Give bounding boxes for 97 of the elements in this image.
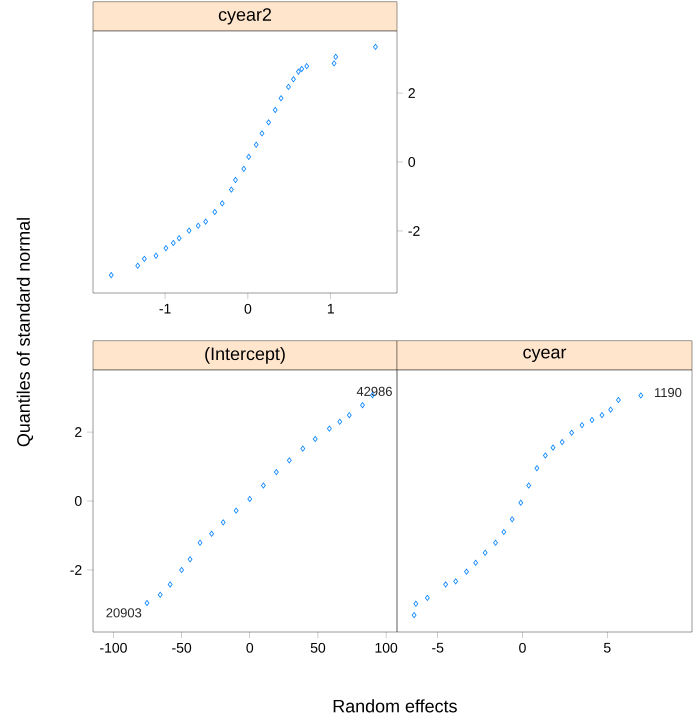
point [608, 406, 613, 413]
point [209, 530, 214, 537]
point [198, 540, 202, 546]
point [135, 262, 140, 269]
chart-title: (Intercept) [205, 346, 285, 364]
point [220, 200, 225, 206]
point [346, 412, 352, 418]
point [296, 68, 301, 75]
point [534, 465, 540, 472]
point [569, 430, 574, 436]
x-tick-label: 0 [244, 304, 252, 314]
point [638, 392, 644, 399]
point [510, 516, 514, 522]
point [373, 44, 378, 50]
y-tick-label: -2 [408, 226, 420, 236]
point [482, 550, 488, 556]
y-axis-title: Quantiles of standard normal [16, 218, 34, 446]
point [241, 166, 246, 172]
x-tick-label: -5 [432, 642, 444, 653]
point [425, 594, 430, 601]
point [164, 245, 168, 252]
chart-title: cyear [523, 348, 566, 362]
point [291, 76, 296, 82]
point [108, 272, 114, 278]
point [327, 426, 332, 432]
point [272, 106, 278, 113]
point [171, 240, 176, 246]
x-tick-label: 5 [604, 642, 611, 653]
point [179, 566, 184, 573]
point [286, 457, 292, 464]
point [220, 519, 226, 526]
y-tick-label: 2 [75, 427, 82, 437]
chart-title: cyear2 [218, 8, 272, 24]
x-tick-label: 1 [328, 304, 334, 314]
x-axis-title: Random effects [334, 699, 457, 712]
point [142, 256, 147, 262]
point [304, 63, 310, 70]
x-tick-label: -100 [100, 642, 127, 653]
point [590, 417, 594, 423]
point [453, 578, 458, 584]
point [254, 142, 259, 148]
point [247, 496, 252, 502]
point [300, 446, 306, 452]
x-tick-label: 0 [519, 642, 526, 653]
point [186, 228, 192, 234]
point [360, 402, 365, 408]
annotation: 20903 [106, 608, 142, 618]
point [246, 154, 252, 160]
point [560, 439, 564, 446]
x-tick-label: 0 [246, 642, 254, 653]
point [188, 556, 192, 562]
point [144, 600, 150, 606]
annotation: 42986 [356, 386, 392, 396]
point [413, 600, 418, 607]
point [543, 452, 548, 459]
point [203, 218, 208, 225]
point [333, 54, 338, 60]
point [261, 482, 266, 488]
point [332, 60, 336, 66]
point [600, 412, 604, 418]
y-tick-label: -2 [70, 565, 82, 575]
point [337, 418, 342, 425]
point [286, 84, 291, 90]
point [518, 500, 524, 506]
point [274, 469, 279, 476]
x-tick-label: -50 [172, 642, 192, 653]
x-tick-label: -1 [159, 304, 171, 314]
point [266, 119, 271, 126]
point [234, 508, 238, 514]
point [168, 581, 173, 588]
point [158, 592, 163, 598]
point [233, 176, 238, 183]
point [312, 436, 318, 442]
point [412, 612, 416, 618]
point [176, 235, 182, 242]
point [616, 397, 621, 403]
point [154, 252, 158, 259]
y-tick-label: 0 [408, 157, 416, 167]
point [299, 66, 304, 72]
x-tick-label: 100 [376, 642, 398, 653]
point [228, 186, 234, 193]
point [278, 95, 284, 102]
point [526, 482, 532, 488]
point [212, 208, 218, 215]
point [550, 444, 556, 451]
point [580, 422, 584, 428]
point [493, 540, 498, 546]
y-tick-label: 2 [408, 88, 415, 98]
point [473, 560, 478, 566]
point [196, 222, 201, 229]
x-tick-label: 50 [310, 642, 326, 653]
point [260, 130, 264, 136]
point [501, 529, 506, 536]
y-tick-label: 0 [74, 496, 82, 506]
point [464, 568, 469, 575]
point [443, 581, 448, 588]
annotation: 1190 [654, 388, 682, 398]
